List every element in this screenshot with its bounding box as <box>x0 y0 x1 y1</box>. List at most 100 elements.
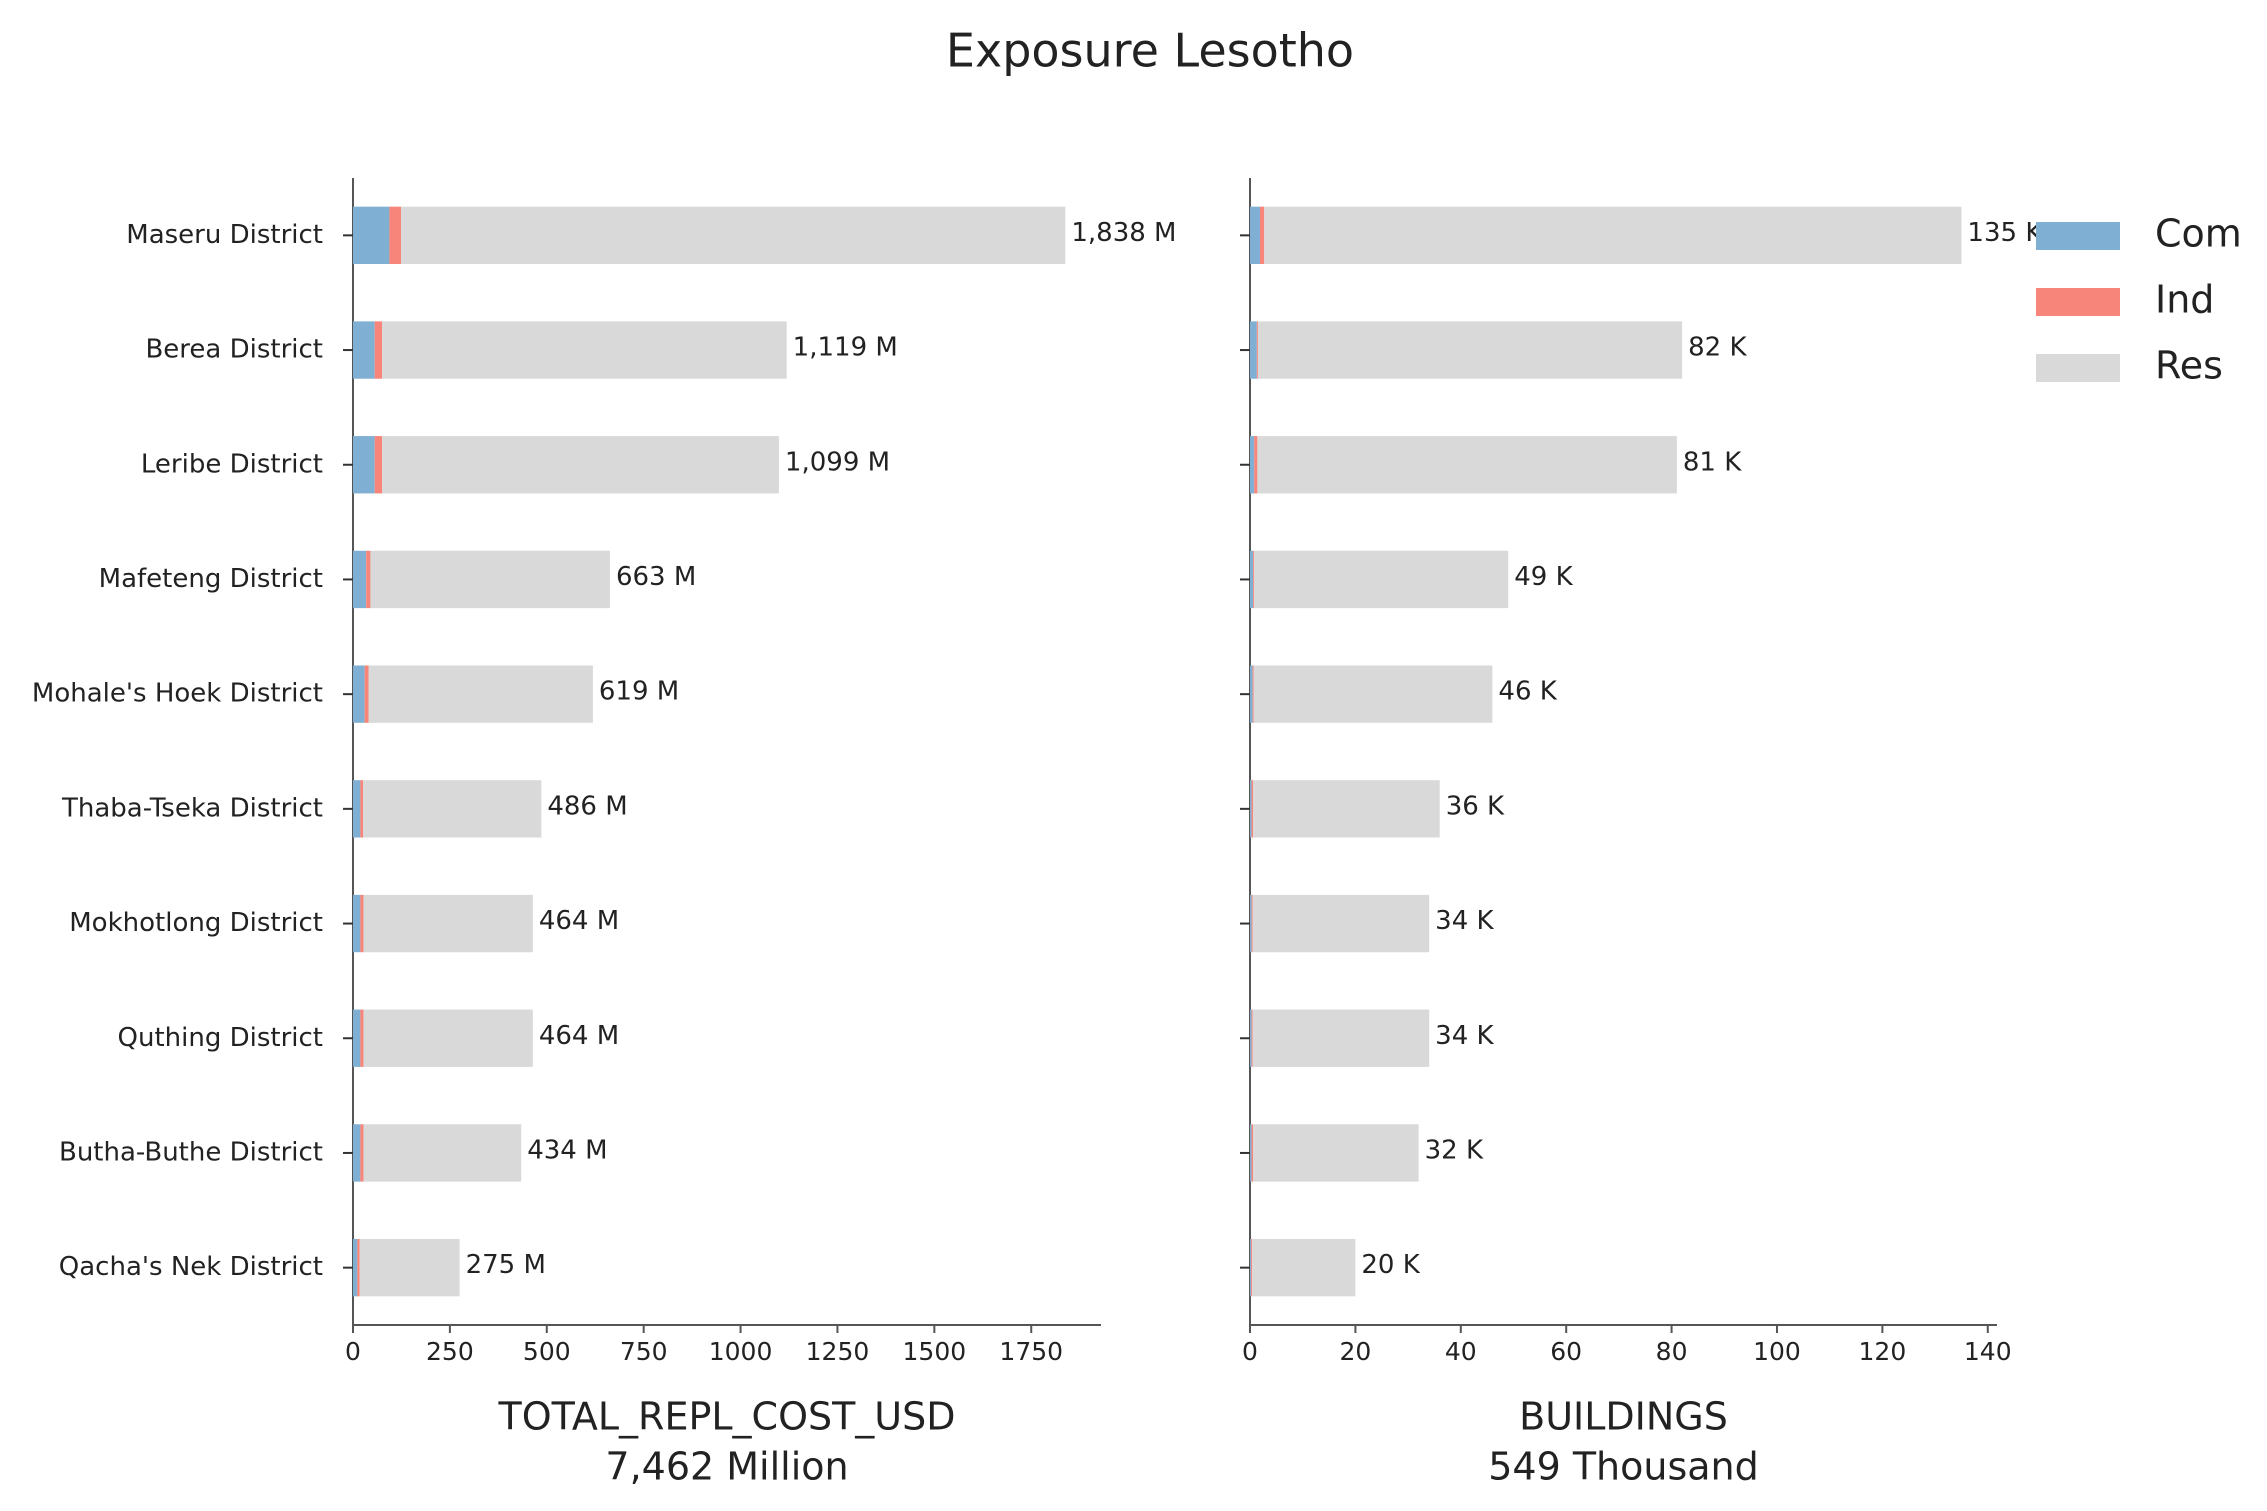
x-tick-label: 120 <box>1859 1337 1907 1366</box>
bar-segment <box>363 780 542 838</box>
value-label: 464 M <box>539 1021 619 1051</box>
value-label: 49 K <box>1514 562 1573 592</box>
bar-segment <box>360 1009 364 1067</box>
category-label: Mohale's Hoek District <box>32 679 323 709</box>
bar-segment <box>1251 780 1254 838</box>
bar-segment <box>1250 321 1257 379</box>
bar-segment <box>357 1238 360 1297</box>
bar-segment <box>1250 436 1255 494</box>
value-label: 619 M <box>599 677 679 707</box>
x-tick-label: 40 <box>1445 1337 1477 1366</box>
category-label: Quthing District <box>118 1023 323 1053</box>
category-label: Mokhotlong District <box>69 908 323 938</box>
value-label: 1,838 M <box>1071 218 1176 248</box>
bar-segment <box>1254 436 1258 494</box>
category-label: Maseru District <box>126 220 323 250</box>
bar-segment <box>353 1124 361 1182</box>
value-label: 34 K <box>1435 1021 1494 1051</box>
bar-segment <box>1250 780 1252 838</box>
value-label: 486 M <box>547 791 627 821</box>
bar-segment <box>1253 550 1255 609</box>
bar-segment <box>363 1124 522 1182</box>
value-label: 1,099 M <box>785 447 890 477</box>
value-label: 46 K <box>1498 677 1557 707</box>
x-axis-label: TOTAL_REPL_COST_USD <box>497 1395 955 1439</box>
x-tick-label: 1750 <box>999 1337 1063 1366</box>
bar-segment <box>353 780 361 838</box>
bar-segment <box>1257 436 1677 494</box>
value-label: 1,119 M <box>793 333 898 363</box>
bar-segment <box>363 1009 533 1067</box>
bar-segment <box>353 1009 361 1067</box>
x-tick-label: 1000 <box>709 1337 773 1366</box>
bar-segment <box>382 436 779 494</box>
bar-segment <box>353 665 365 723</box>
bar-segment <box>363 894 533 953</box>
bar-segment <box>1252 1009 1430 1067</box>
bar-segment <box>1251 1124 1254 1182</box>
x-tick-label: 0 <box>1242 1337 1258 1366</box>
x-tick-label: 1250 <box>806 1337 870 1366</box>
bar-segment <box>353 894 361 953</box>
category-label: Mafeteng District <box>99 564 323 594</box>
legend-label: Ind <box>2155 278 2214 322</box>
bar-segment <box>1253 1124 1419 1182</box>
bar-segment <box>359 1238 460 1297</box>
bar-segment <box>1252 894 1430 953</box>
value-label: 34 K <box>1435 906 1494 936</box>
bar-segment <box>1250 550 1254 609</box>
x-axis-label: BUILDINGS <box>1519 1395 1728 1439</box>
bar-segment <box>374 436 383 494</box>
bar-segment <box>1252 665 1254 723</box>
x-tick-label: 250 <box>426 1337 474 1366</box>
legend-swatch <box>2036 222 2120 250</box>
chart-title: Exposure Lesotho <box>946 24 1354 78</box>
bar-segment <box>1253 665 1493 723</box>
bar-segment <box>374 321 383 379</box>
value-label: 20 K <box>1361 1250 1420 1280</box>
category-label: Qacha's Nek District <box>59 1252 323 1282</box>
legend-swatch <box>2036 288 2120 316</box>
x-tick-label: 100 <box>1753 1337 1801 1366</box>
value-label: 36 K <box>1446 791 1505 821</box>
bar-segment <box>353 206 390 265</box>
x-tick-label: 80 <box>1656 1337 1688 1366</box>
bar-segment <box>353 1238 358 1297</box>
value-label: 275 M <box>466 1250 546 1280</box>
bar-segment <box>1254 550 1509 609</box>
bar-segment <box>401 206 1066 265</box>
legend-swatch <box>2036 354 2120 382</box>
bar-segment <box>360 1124 364 1182</box>
bar-segment <box>1250 206 1261 265</box>
bar-segment <box>360 894 364 953</box>
value-label: 32 K <box>1425 1135 1484 1165</box>
bar-segment <box>1250 665 1253 723</box>
bar-segment <box>1260 206 1265 265</box>
bar-segment <box>1250 1009 1252 1067</box>
x-tick-label: 60 <box>1550 1337 1582 1366</box>
category-label: Berea District <box>145 335 323 365</box>
bar-segment <box>1252 1238 1356 1297</box>
value-label: 135 K <box>1967 218 2043 248</box>
bar-segment <box>368 665 593 723</box>
bar-segment <box>1264 206 1962 265</box>
category-label: Leribe District <box>141 449 323 479</box>
bar-segment <box>1251 1238 1253 1297</box>
bar-segment <box>366 550 371 609</box>
x-tick-label: 1500 <box>903 1337 967 1366</box>
bar-segment <box>1250 1124 1252 1182</box>
value-label: 464 M <box>539 906 619 936</box>
bar-segment <box>1250 1238 1252 1297</box>
bar-segment <box>353 321 375 379</box>
x-axis-total: 549 Thousand <box>1488 1445 1759 1489</box>
value-label: 81 K <box>1683 447 1742 477</box>
x-tick-label: 0 <box>345 1337 361 1366</box>
bar-segment <box>370 550 610 609</box>
x-tick-label: 20 <box>1339 1337 1371 1366</box>
x-tick-label: 500 <box>523 1337 571 1366</box>
value-label: 663 M <box>616 562 696 592</box>
x-tick-label: 140 <box>1964 1337 2012 1366</box>
x-axis-total: 7,462 Million <box>605 1445 848 1489</box>
bar-segment <box>1256 321 1258 379</box>
